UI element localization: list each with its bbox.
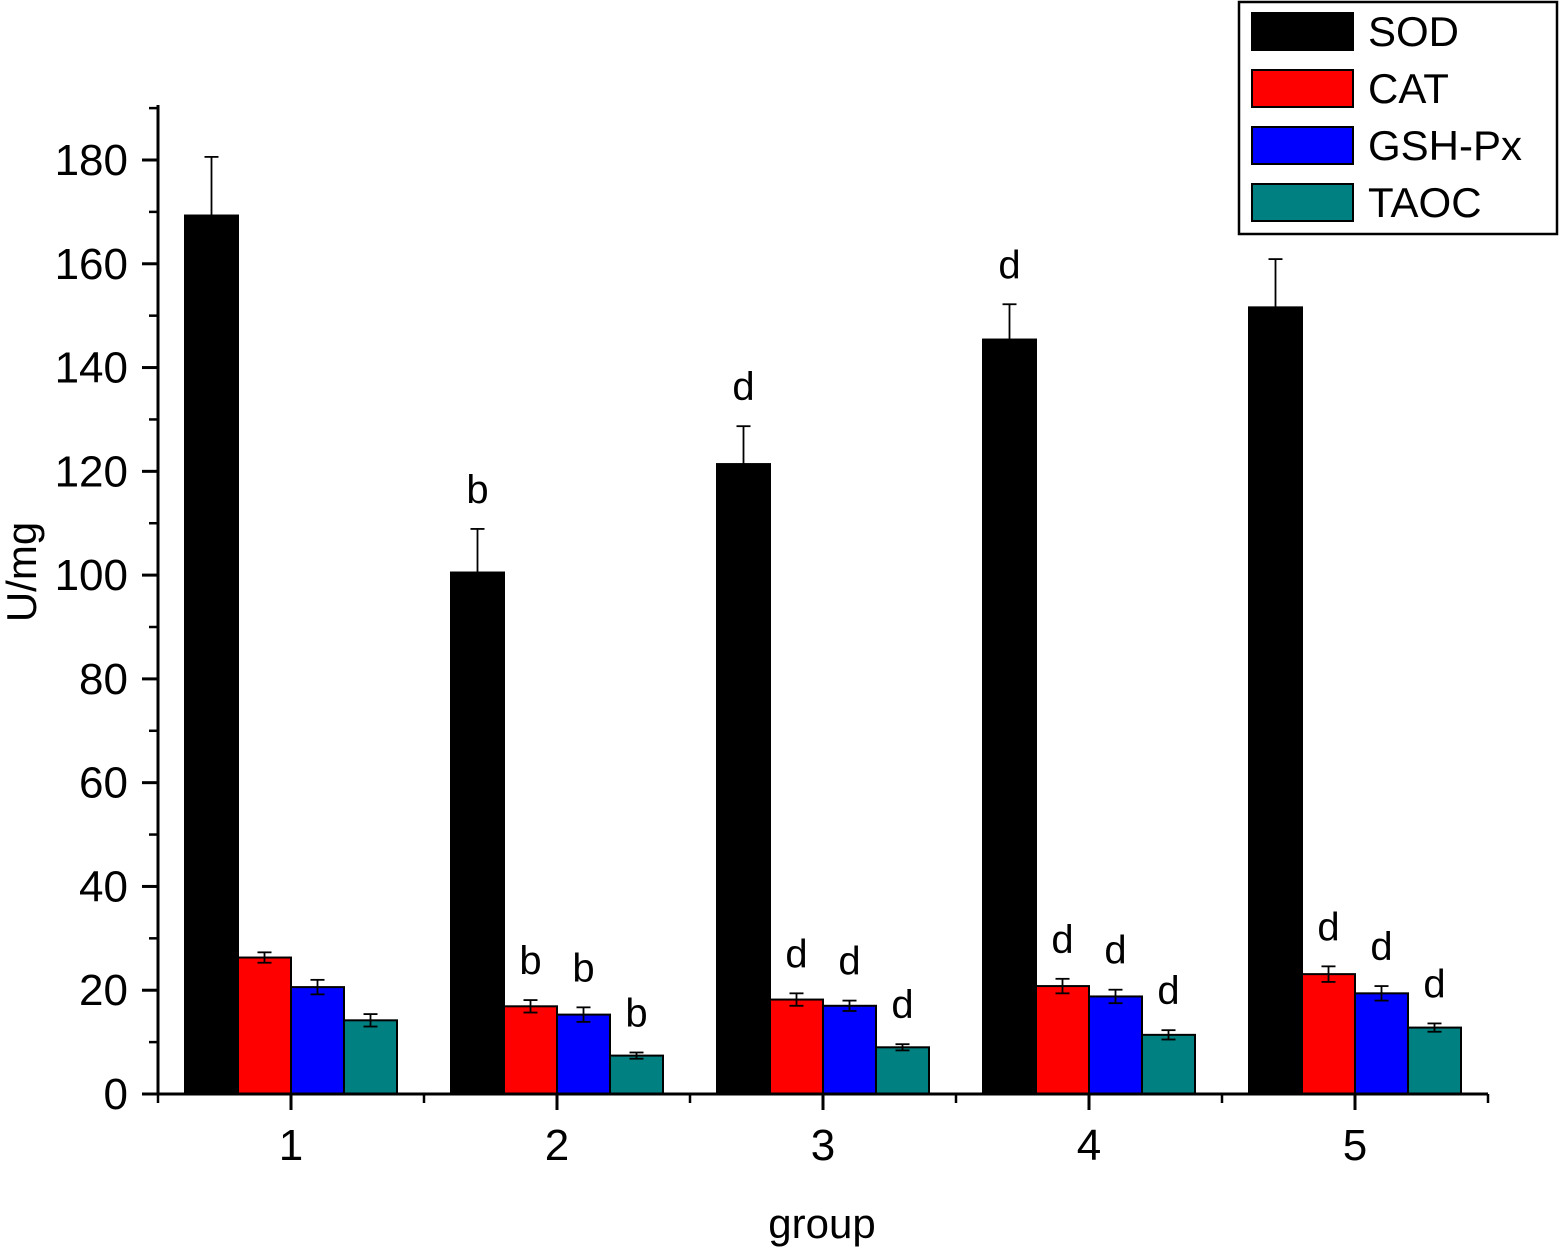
bar-cat-group-2: [503, 1005, 558, 1096]
x-tick-label-2: 2: [545, 1121, 569, 1170]
x-tick-label-5: 5: [1343, 1121, 1367, 1170]
bar-taoc-group-5: [1407, 1026, 1462, 1096]
bar-taoc-group-1: [343, 1019, 398, 1095]
legend-swatch-gsh-px: [1251, 126, 1354, 165]
bar-taoc-group-2: [609, 1054, 664, 1095]
bar-cat-group-4: [1035, 985, 1090, 1095]
y-tick-label-40: 40: [79, 862, 128, 911]
annotation-taoc-group-2: b: [625, 991, 647, 1035]
bar-gsh-px-group-4: [1088, 995, 1143, 1096]
y-tick-label-140: 140: [55, 344, 128, 393]
axes-layer: 0 20 40 60 80 100 120 140 160 180 1 2 3 4 5: [55, 105, 1490, 1170]
y-tick-label-60: 60: [79, 759, 128, 808]
annotation-gsh-px-group-5: d: [1370, 925, 1392, 969]
y-tick-label-180: 180: [55, 136, 128, 185]
annotation-taoc-group-4: d: [1157, 969, 1179, 1013]
annotation-taoc-group-3: d: [891, 983, 913, 1027]
y-tick-label-120: 120: [55, 447, 128, 496]
legend-swatch-sod: [1251, 12, 1354, 51]
bars-layer: [184, 214, 1462, 1096]
annotation-cat-group-5: d: [1317, 905, 1339, 949]
x-axis-title: group: [768, 1200, 875, 1247]
bar-cat-group-3: [769, 998, 824, 1095]
annotation-cat-group-3: d: [785, 932, 807, 976]
y-tick-label-0: 0: [104, 1070, 128, 1119]
annotation-gsh-px-group-3: d: [838, 940, 860, 984]
x-tick-label-4: 4: [1077, 1121, 1101, 1170]
legend-label-gsh-px: GSH-Px: [1368, 122, 1522, 169]
bar-gsh-px-group-3: [822, 1004, 877, 1095]
annotation-gsh-px-group-2: b: [572, 946, 594, 990]
annotation-taoc-group-5: d: [1423, 962, 1445, 1006]
bar-cat-group-5: [1301, 973, 1356, 1095]
x-tick-label-1: 1: [279, 1121, 303, 1170]
annotation-sod-group-4: d: [998, 243, 1020, 287]
bar-sod-group-5: [1248, 306, 1303, 1095]
legend-label-sod: SOD: [1368, 8, 1459, 55]
bar-sod-group-3: [716, 463, 771, 1095]
bar-gsh-px-group-1: [290, 986, 345, 1095]
y-tick-label-160: 160: [55, 240, 128, 289]
bar-cat-group-1: [237, 956, 292, 1095]
annotation-sod-group-3: d: [732, 365, 754, 409]
legend-swatch-cat: [1251, 69, 1354, 108]
legend: SOD CAT GSH-Px TAOC: [1237, 0, 1559, 236]
y-axis-title: U/mg: [0, 522, 45, 622]
annotation-cat-group-2: b: [519, 939, 541, 983]
bar-taoc-group-4: [1141, 1033, 1196, 1096]
annotation-gsh-px-group-4: d: [1104, 929, 1126, 973]
y-tick-label-80: 80: [79, 655, 128, 704]
bar-sod-group-4: [982, 338, 1037, 1095]
bar-gsh-px-group-2: [556, 1013, 611, 1095]
bar-sod-group-1: [184, 214, 239, 1095]
bar-sod-group-2: [450, 571, 505, 1095]
legend-swatch-taoc: [1251, 183, 1354, 222]
error-bars-layer: [204, 155, 1442, 1060]
x-tick-label-3: 3: [811, 1121, 835, 1170]
annotation-cat-group-4: d: [1051, 918, 1073, 962]
y-tick-label-20: 20: [79, 966, 128, 1015]
annotation-sod-group-2: b: [466, 468, 488, 512]
legend-label-taoc: TAOC: [1368, 179, 1482, 226]
y-tick-label-100: 100: [55, 551, 128, 600]
legend-label-cat: CAT: [1368, 65, 1449, 112]
bar-gsh-px-group-5: [1354, 992, 1409, 1096]
bar-taoc-group-3: [875, 1046, 930, 1096]
